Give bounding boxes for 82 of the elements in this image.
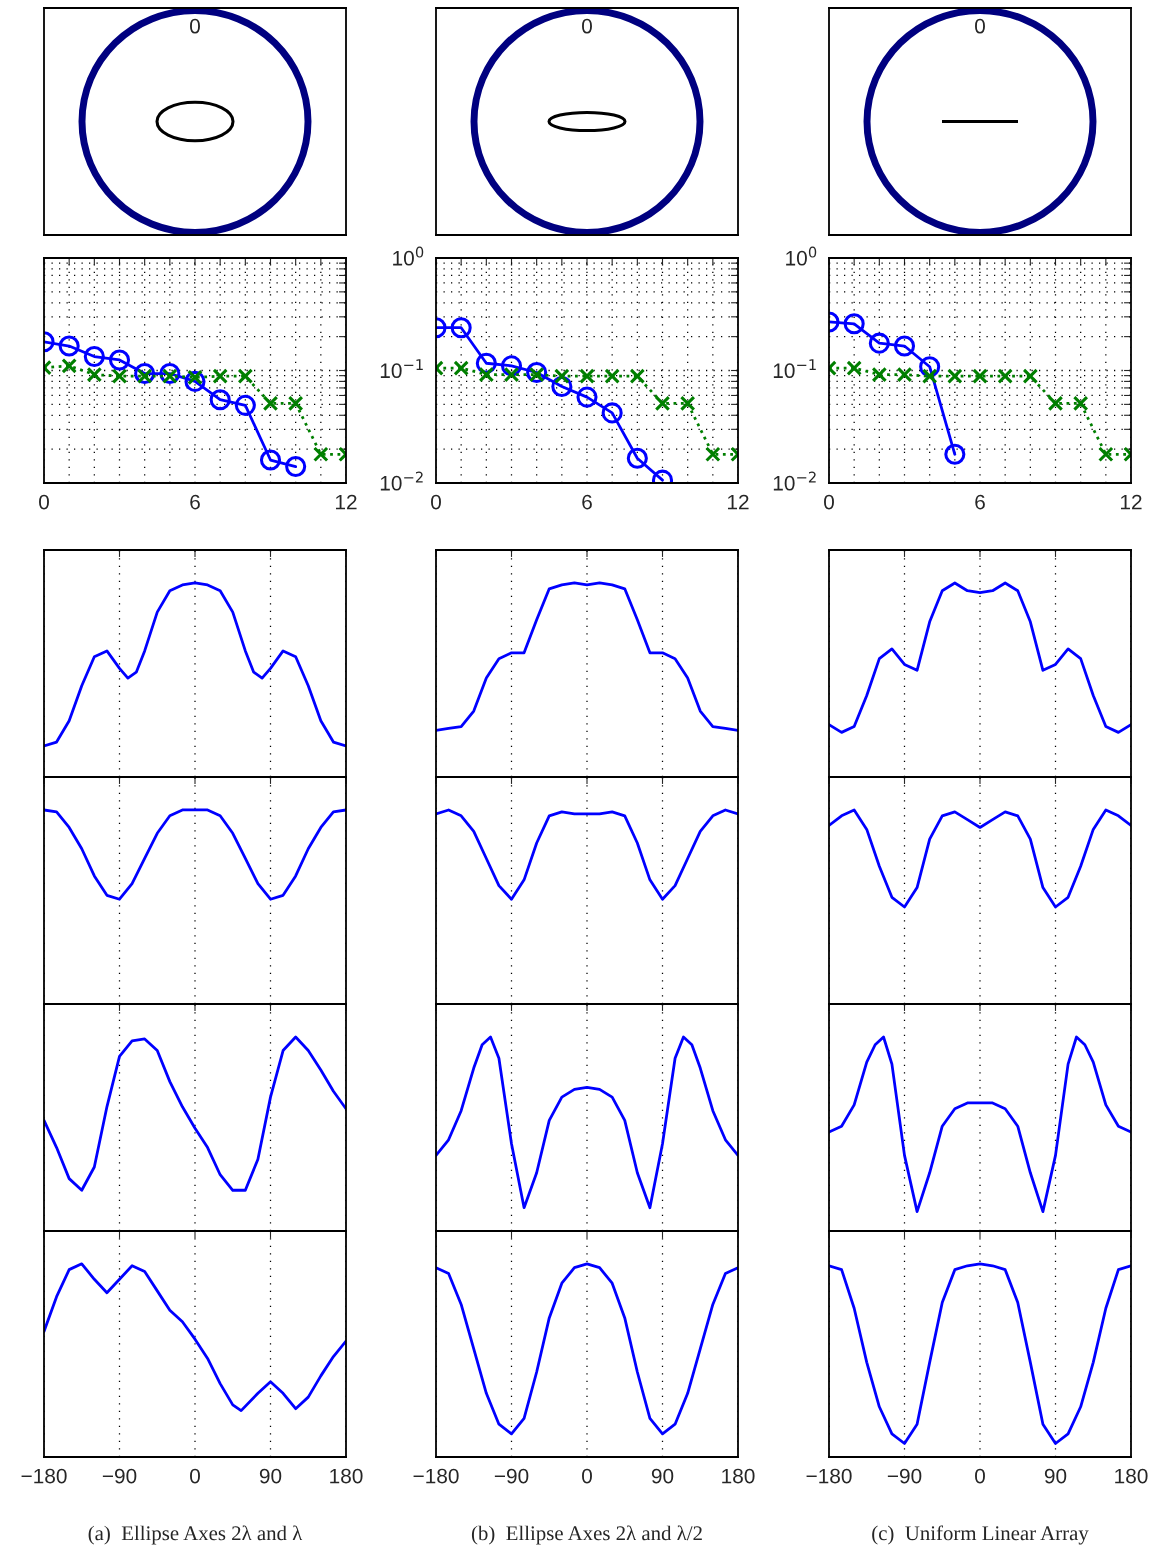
point <box>705 446 721 463</box>
point <box>285 456 307 478</box>
x-tick-label: 90 <box>259 1468 282 1484</box>
point <box>313 446 329 463</box>
x-tick-label: −180 <box>806 1468 852 1484</box>
text: 0 <box>975 18 985 34</box>
point <box>972 368 988 384</box>
point <box>262 395 279 412</box>
point <box>604 368 620 384</box>
point <box>212 368 228 384</box>
point <box>259 449 282 471</box>
y-tick-label: 10$^{−1}$ <box>380 359 423 379</box>
y-tick-label: 10$^{−2}$ <box>773 471 816 491</box>
point <box>626 447 648 469</box>
x-tick-label: −90 <box>494 1468 529 1484</box>
y-tick-label: 10$^{0}$ <box>393 246 424 266</box>
point <box>846 360 862 376</box>
point <box>868 332 890 354</box>
point <box>947 368 963 384</box>
point <box>576 386 598 408</box>
point <box>944 443 966 465</box>
text: 0 <box>190 18 200 34</box>
x-tick-label: 180 <box>722 1468 755 1484</box>
y-tick-label: 10$^{−1}$ <box>773 359 816 379</box>
point <box>679 395 696 412</box>
x-tick-label: 12 <box>728 494 749 510</box>
point <box>654 395 671 412</box>
point <box>921 368 938 384</box>
x-tick-label: −180 <box>413 1468 459 1484</box>
y-tick-label: 10$^{−2}$ <box>380 471 423 491</box>
x-tick-label: 90 <box>651 1468 674 1484</box>
x-tick-label: −180 <box>21 1468 67 1484</box>
x-tick-label: 6 <box>975 494 985 510</box>
point <box>629 368 646 384</box>
text: 0 <box>582 18 592 34</box>
point <box>1098 446 1114 463</box>
point <box>58 335 80 357</box>
point <box>503 366 520 383</box>
point <box>184 370 206 392</box>
point <box>83 346 105 368</box>
point <box>450 317 472 339</box>
x-tick-label: 12 <box>1121 494 1142 510</box>
x-tick-label: 6 <box>582 494 592 510</box>
point <box>554 368 570 384</box>
point <box>234 394 256 416</box>
point <box>237 368 254 384</box>
point <box>893 335 916 357</box>
text: (a) Ellipse Axes 2λ and λ <box>88 1525 303 1545</box>
point <box>209 389 231 411</box>
point <box>453 360 469 376</box>
point <box>843 313 865 335</box>
text: (c) Uniform Linear Array <box>872 1525 1089 1545</box>
point <box>896 366 913 383</box>
point <box>1072 395 1089 412</box>
point <box>579 368 595 384</box>
point <box>61 358 77 374</box>
x-tick-label: 90 <box>1044 1468 1067 1484</box>
text: (b) Ellipse Axes 2λ and λ/2 <box>471 1525 702 1545</box>
point <box>86 366 103 383</box>
x-tick-label: 0 <box>431 494 441 510</box>
x-tick-label: 0 <box>39 494 49 510</box>
x-tick-label: 6 <box>190 494 200 510</box>
x-tick-label: 0 <box>582 1468 592 1484</box>
point <box>1022 368 1039 384</box>
x-tick-label: 0 <box>824 494 834 510</box>
point <box>108 349 131 371</box>
x-tick-label: 0 <box>190 1468 200 1484</box>
x-tick-label: 12 <box>336 494 357 510</box>
x-tick-label: −90 <box>102 1468 137 1484</box>
point <box>111 368 128 384</box>
x-tick-label: −90 <box>887 1468 922 1484</box>
point <box>601 402 623 424</box>
point <box>136 368 153 384</box>
point <box>871 366 888 383</box>
x-tick-label: 180 <box>1115 1468 1148 1484</box>
point <box>997 368 1013 384</box>
x-tick-label: 180 <box>330 1468 363 1484</box>
point <box>1047 395 1064 412</box>
y-tick-label: 10$^{0}$ <box>786 246 817 266</box>
point <box>287 395 304 412</box>
point <box>478 366 495 383</box>
x-tick-label: 0 <box>975 1468 985 1484</box>
